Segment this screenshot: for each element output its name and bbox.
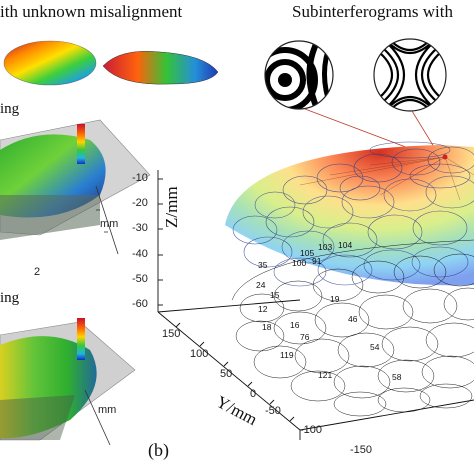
subaperture-number: 35 xyxy=(258,260,268,270)
subaperture-number: 105 xyxy=(300,248,314,258)
z-tick-label: -40 xyxy=(132,248,148,260)
left-label-bottom: ing xyxy=(0,290,20,306)
left-mm-label-top: mm xyxy=(100,218,119,230)
subaperture-number: 121 xyxy=(318,370,332,380)
subaperture-number: 46 xyxy=(348,314,358,324)
y-tick-label: 0 xyxy=(250,388,257,400)
subaperture-number: 24 xyxy=(256,280,266,290)
axes-frame xyxy=(157,170,474,440)
y-tick-label: 150 xyxy=(162,328,181,340)
left-3d-map-top xyxy=(0,119,151,255)
subaperture-number: 104 xyxy=(338,240,352,250)
subaperture-number: 54 xyxy=(370,342,380,352)
y-tick-label: 50 xyxy=(220,368,233,380)
z-axis-label: Z/mm xyxy=(162,186,181,228)
y-axis-ticks xyxy=(175,322,295,422)
subaperture-number: 91 xyxy=(312,256,322,266)
y-tick-label: 100 xyxy=(190,348,209,360)
upper-dome xyxy=(225,141,474,287)
z-tick-label: -10 xyxy=(132,172,148,184)
left-panel-title: ith unknown misalignment xyxy=(0,2,183,21)
subaperture-number: 76 xyxy=(300,332,310,342)
y-tick-label: -150 xyxy=(350,444,373,456)
subaperture-number: 100 xyxy=(292,258,306,268)
oval-surface-map-1 xyxy=(4,41,96,85)
y-tick-label: -100 xyxy=(300,424,323,436)
colorbar-top xyxy=(77,124,85,164)
z-tick-label: -20 xyxy=(132,197,148,209)
left-tick-top: 2 xyxy=(34,266,41,278)
subaperture-number: 119 xyxy=(280,350,294,360)
subinterferogram-right xyxy=(374,39,446,111)
subaperture-number: 103 xyxy=(318,242,332,252)
z-tick-label: -50 xyxy=(132,273,148,285)
z-axis-ticks xyxy=(158,178,163,306)
lower-dome xyxy=(231,239,474,417)
subaperture-number: 19 xyxy=(330,294,340,304)
left-3d-map-bottom xyxy=(0,318,136,446)
subinterferogram-left xyxy=(265,41,333,109)
colorbar-bottom xyxy=(77,318,85,360)
left-mm-label-bottom: mm xyxy=(98,404,117,416)
z-tick-label: -60 xyxy=(132,298,148,310)
subaperture-number: 15 xyxy=(270,290,280,300)
subaperture-number: 12 xyxy=(258,304,268,314)
z-tick-label: -30 xyxy=(132,222,148,234)
left-label-top: ing xyxy=(0,101,20,117)
right-panel-title: Subinterferograms with xyxy=(292,2,453,21)
subaperture-numbers: 105 103 104 100 91 35 24 15 12 18 16 76 … xyxy=(256,240,402,382)
subaperture-number: 18 xyxy=(262,322,272,332)
subaperture-number: 58 xyxy=(392,372,402,382)
oval-surface-map-2 xyxy=(102,51,219,85)
y-tick-label: -50 xyxy=(265,405,281,417)
panel-label-b: (b) xyxy=(148,440,169,460)
subaperture-number: 16 xyxy=(290,320,300,330)
